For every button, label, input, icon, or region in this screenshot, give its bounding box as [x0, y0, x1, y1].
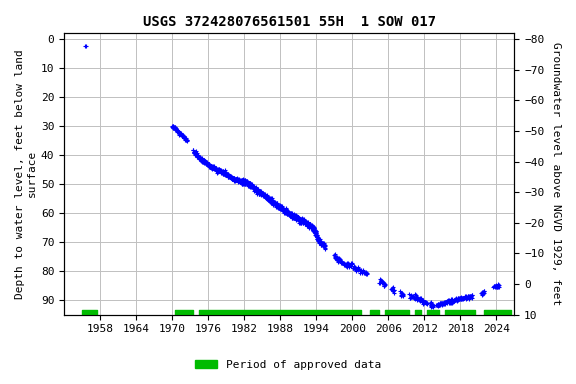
Y-axis label: Depth to water level, feet below land
surface: Depth to water level, feet below land su… — [15, 49, 37, 299]
Legend: Period of approved data: Period of approved data — [191, 356, 385, 375]
Title: USGS 372428076561501 55H  1 SOW 017: USGS 372428076561501 55H 1 SOW 017 — [143, 15, 435, 29]
Y-axis label: Groundwater level above NGVD 1929, feet: Groundwater level above NGVD 1929, feet — [551, 42, 561, 305]
